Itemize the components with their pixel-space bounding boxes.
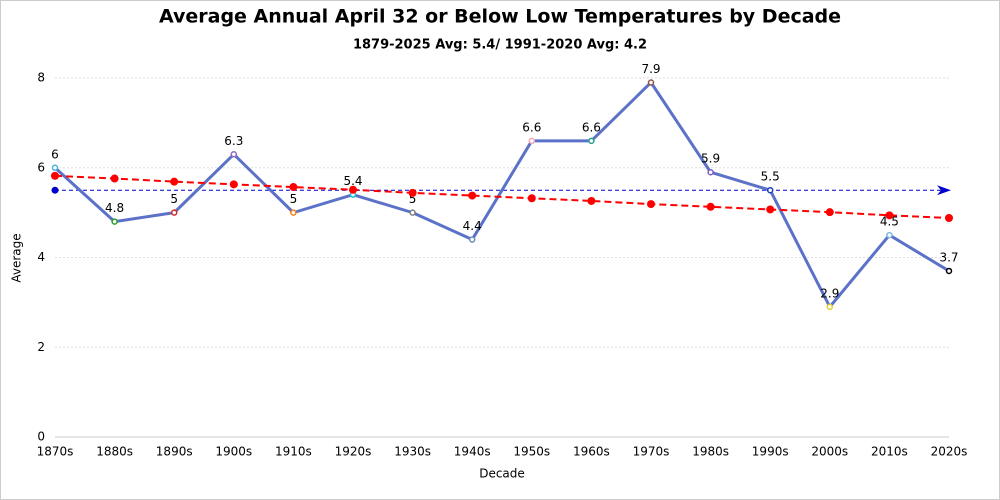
point xyxy=(766,186,774,194)
point xyxy=(230,151,238,158)
point xyxy=(647,200,655,209)
point xyxy=(110,174,119,183)
point xyxy=(349,185,357,194)
y-axis-label: Average xyxy=(10,233,24,282)
x-tick-label: 1890s xyxy=(156,445,193,459)
data-label: 5 xyxy=(290,192,298,206)
y-tick-label: 6 xyxy=(37,160,45,174)
data-label: 5 xyxy=(170,192,178,206)
x-tick-label: 2000s xyxy=(811,445,848,459)
x-tick-label: 1880s xyxy=(96,445,133,459)
data-label: 5.5 xyxy=(761,170,780,184)
data-label: 6.6 xyxy=(582,120,601,134)
x-tick-label: 1950s xyxy=(513,445,550,459)
x-tick-label: 1960s xyxy=(573,445,610,459)
y-tick-label: 8 xyxy=(37,71,45,85)
chart-subtitle: 1879-2025 Avg: 5.4/ 1991-2020 Avg: 4.2 xyxy=(353,38,647,53)
data-label: 6.3 xyxy=(224,134,243,148)
data-label: 4.5 xyxy=(880,215,899,229)
data-label: 3.7 xyxy=(939,250,958,264)
point xyxy=(528,137,536,145)
x-tick-label: 2010s xyxy=(871,445,908,459)
data-label: 6.6 xyxy=(522,120,541,134)
data-label: 5 xyxy=(409,192,417,206)
x-tick-label: 1920s xyxy=(335,445,372,459)
chart-title: Average Annual April 32 or Below Low Tem… xyxy=(159,6,841,28)
x-tick-label: 1930s xyxy=(394,445,431,459)
reference-marker xyxy=(51,186,59,194)
data-label: 5.9 xyxy=(701,152,720,166)
point xyxy=(51,171,59,180)
point xyxy=(290,209,297,216)
data-label: 6 xyxy=(51,147,59,161)
point xyxy=(885,211,894,220)
point xyxy=(826,303,834,311)
data-label: 7.9 xyxy=(641,62,660,76)
point xyxy=(945,267,953,275)
y-tick-label: 2 xyxy=(37,340,45,354)
point xyxy=(588,137,595,145)
point xyxy=(170,177,179,186)
series-line xyxy=(54,174,950,220)
point xyxy=(527,194,536,203)
point xyxy=(51,164,59,171)
point xyxy=(766,205,775,214)
x-tick-label: 1940s xyxy=(454,445,491,459)
point xyxy=(468,236,476,243)
x-tick-label: 1970s xyxy=(633,445,670,459)
point xyxy=(707,168,714,176)
point xyxy=(945,214,953,223)
point xyxy=(886,231,893,239)
data-label: 5.4 xyxy=(343,174,362,188)
x-tick-label: 1980s xyxy=(692,445,729,459)
y-tick-label: 4 xyxy=(37,250,45,264)
data-label: 4.8 xyxy=(105,201,124,215)
point xyxy=(409,209,416,216)
x-tick-label: 1900s xyxy=(215,445,252,459)
point xyxy=(289,183,298,192)
point xyxy=(408,188,417,197)
point xyxy=(468,191,477,200)
x-tick-label: 1870s xyxy=(37,445,74,459)
point xyxy=(825,208,834,217)
point xyxy=(111,218,118,225)
point xyxy=(587,196,596,205)
data-label: 4.4 xyxy=(463,219,482,233)
y-tick-label: 0 xyxy=(37,430,45,444)
point xyxy=(229,180,238,189)
data-label: 2.9 xyxy=(820,286,839,300)
x-tick-label: 2020s xyxy=(931,445,968,459)
point xyxy=(170,209,178,216)
point xyxy=(647,79,655,86)
point xyxy=(706,202,715,211)
x-tick-label: 1910s xyxy=(275,445,312,459)
x-axis-label: Decade xyxy=(479,467,525,481)
x-tick-label: 1990s xyxy=(752,445,789,459)
